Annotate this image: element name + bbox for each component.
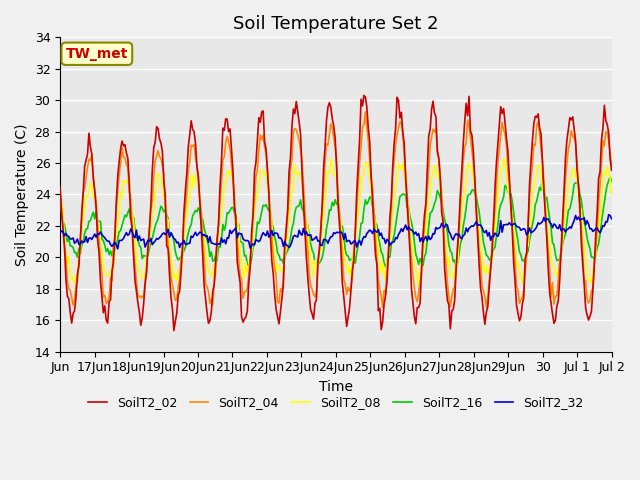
SoilT2_02 bbox=[360, 93, 368, 98]
SoilT2_32 bbox=[114, 246, 122, 252]
SoilT2_08 bbox=[75, 252, 83, 258]
Line: SoilT2_16: SoilT2_16 bbox=[60, 177, 612, 268]
SoilT2_32 bbox=[75, 241, 83, 247]
SoilT2_08 bbox=[451, 268, 458, 274]
SoilT2_16 bbox=[606, 174, 614, 180]
SoilT2_02 bbox=[56, 184, 64, 190]
Line: SoilT2_04: SoilT2_04 bbox=[60, 112, 612, 308]
SoilT2_04 bbox=[451, 284, 458, 290]
SoilT2_08 bbox=[606, 174, 614, 180]
X-axis label: Time: Time bbox=[319, 380, 353, 394]
SoilT2_32 bbox=[608, 216, 616, 222]
SoilT2_02 bbox=[608, 168, 616, 173]
SoilT2_02 bbox=[452, 268, 460, 274]
SoilT2_32 bbox=[605, 212, 612, 217]
SoilT2_04 bbox=[362, 109, 369, 115]
SoilT2_32 bbox=[451, 233, 458, 239]
Line: SoilT2_32: SoilT2_32 bbox=[60, 215, 612, 249]
SoilT2_16 bbox=[56, 213, 64, 218]
SoilT2_16 bbox=[75, 245, 83, 251]
SoilT2_16 bbox=[452, 265, 460, 271]
SoilT2_08 bbox=[534, 162, 542, 168]
SoilT2_04 bbox=[608, 161, 616, 167]
SoilT2_32 bbox=[92, 234, 100, 240]
SoilT2_16 bbox=[340, 232, 348, 238]
SoilT2_02 bbox=[606, 156, 614, 162]
SoilT2_02 bbox=[170, 328, 178, 334]
SoilT2_04 bbox=[534, 119, 542, 124]
SoilT2_16 bbox=[92, 208, 100, 214]
Y-axis label: Soil Temperature (C): Soil Temperature (C) bbox=[15, 123, 29, 266]
SoilT2_02 bbox=[92, 205, 100, 211]
Line: SoilT2_02: SoilT2_02 bbox=[60, 96, 612, 331]
SoilT2_08 bbox=[92, 198, 100, 204]
SoilT2_08 bbox=[415, 283, 422, 289]
SoilT2_02 bbox=[75, 263, 83, 269]
Title: Soil Temperature Set 2: Soil Temperature Set 2 bbox=[233, 15, 438, 33]
SoilT2_04 bbox=[56, 188, 64, 194]
SoilT2_04 bbox=[340, 276, 348, 282]
SoilT2_04 bbox=[92, 199, 100, 205]
SoilT2_08 bbox=[500, 156, 508, 161]
SoilT2_08 bbox=[56, 200, 64, 205]
SoilT2_04 bbox=[75, 258, 83, 264]
SoilT2_16 bbox=[449, 259, 457, 264]
Legend: SoilT2_02, SoilT2_04, SoilT2_08, SoilT2_16, SoilT2_32: SoilT2_02, SoilT2_04, SoilT2_08, SoilT2_… bbox=[83, 391, 589, 414]
SoilT2_08 bbox=[340, 250, 348, 255]
SoilT2_32 bbox=[341, 231, 349, 237]
SoilT2_02 bbox=[534, 111, 542, 117]
Text: TW_met: TW_met bbox=[66, 47, 128, 61]
SoilT2_02 bbox=[341, 309, 349, 314]
SoilT2_04 bbox=[606, 150, 614, 156]
SoilT2_32 bbox=[533, 224, 541, 229]
SoilT2_16 bbox=[533, 198, 541, 204]
SoilT2_32 bbox=[606, 213, 614, 218]
SoilT2_08 bbox=[608, 191, 616, 197]
SoilT2_04 bbox=[483, 305, 490, 311]
SoilT2_16 bbox=[608, 178, 616, 184]
Line: SoilT2_08: SoilT2_08 bbox=[60, 158, 612, 286]
SoilT2_32 bbox=[56, 230, 64, 236]
SoilT2_16 bbox=[605, 178, 612, 184]
